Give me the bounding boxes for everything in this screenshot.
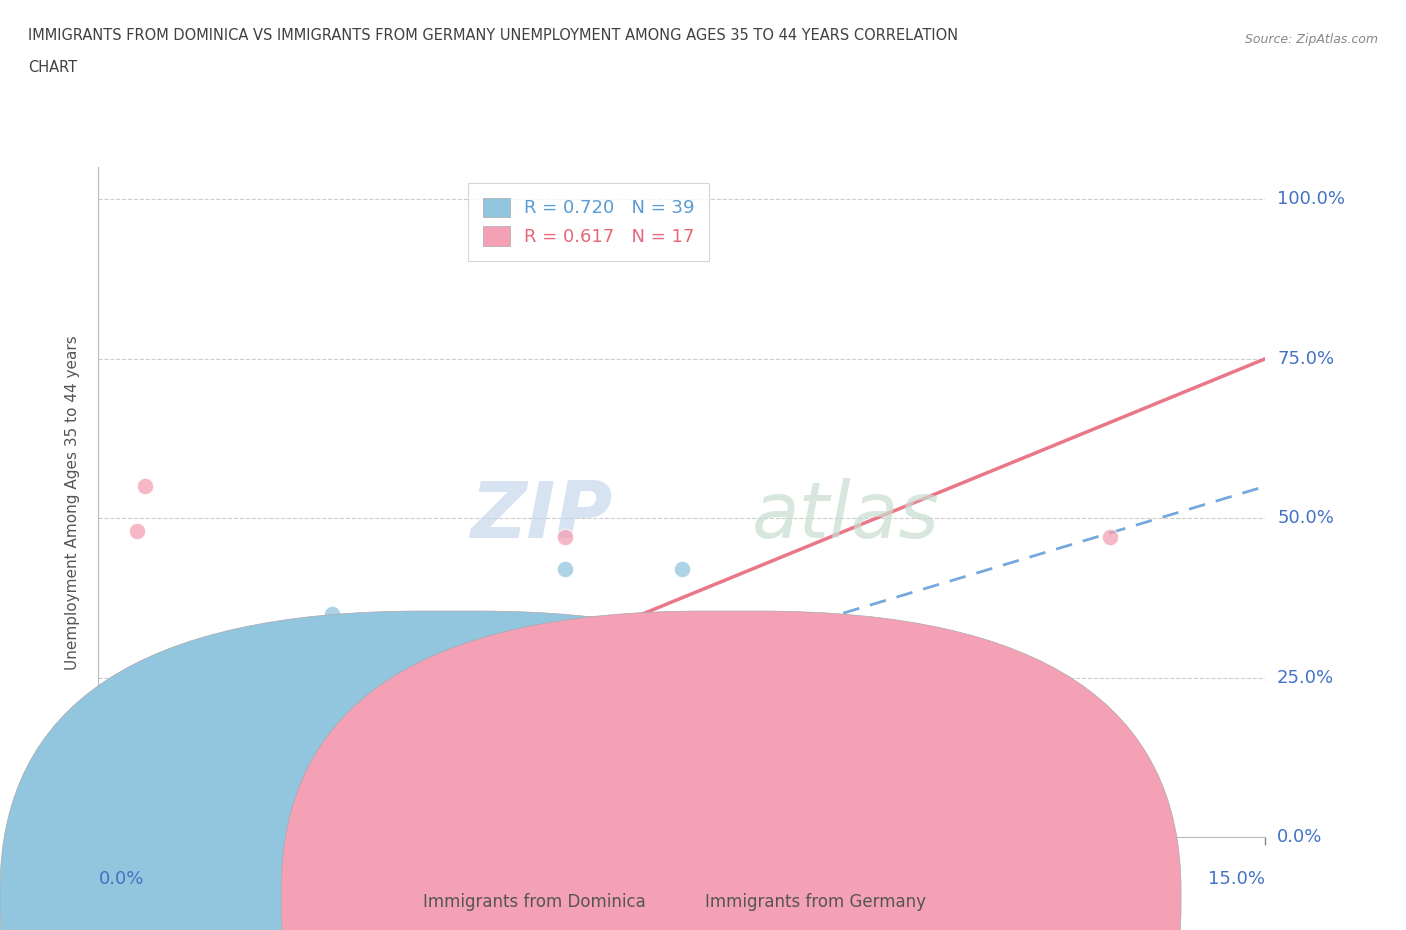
Point	[103, 791, 125, 806]
Point	[118, 778, 141, 793]
Point	[235, 715, 257, 730]
Point	[127, 524, 149, 538]
Point	[204, 651, 226, 666]
Text: 0.0%: 0.0%	[98, 870, 143, 887]
Text: Immigrants from Dominica: Immigrants from Dominica	[423, 893, 645, 910]
Point	[321, 606, 343, 621]
Point	[103, 810, 125, 825]
Point	[96, 804, 118, 819]
Point	[118, 785, 141, 800]
Point	[118, 798, 141, 813]
Point	[266, 664, 288, 679]
Point	[149, 772, 172, 787]
Text: ZIP: ZIP	[470, 478, 612, 553]
Point	[165, 778, 187, 793]
Point	[165, 702, 187, 717]
Text: 25.0%: 25.0%	[1277, 669, 1334, 686]
Point	[219, 727, 242, 742]
Point	[111, 791, 134, 806]
Point	[173, 765, 195, 780]
Point	[96, 798, 118, 813]
Point	[398, 765, 420, 780]
Point	[554, 530, 576, 545]
Point	[111, 804, 134, 819]
Point	[134, 798, 156, 813]
Point	[118, 804, 141, 819]
Point	[710, 765, 733, 780]
Point	[157, 785, 180, 800]
Point	[554, 562, 576, 577]
Point	[180, 765, 202, 780]
Point	[103, 798, 125, 813]
Point	[134, 785, 156, 800]
Point	[157, 765, 180, 780]
Text: atlas: atlas	[752, 478, 939, 553]
Point	[103, 798, 125, 813]
Point	[96, 817, 118, 831]
Point	[477, 753, 499, 768]
Point	[111, 715, 134, 730]
Point	[103, 804, 125, 819]
Text: 0.0%: 0.0%	[1277, 828, 1323, 846]
Point	[96, 785, 118, 800]
Point	[1098, 530, 1121, 545]
Point	[149, 715, 172, 730]
Y-axis label: Unemployment Among Ages 35 to 44 years: Unemployment Among Ages 35 to 44 years	[65, 335, 80, 670]
Legend: R = 0.720   N = 39, R = 0.617   N = 17: R = 0.720 N = 39, R = 0.617 N = 17	[468, 183, 709, 260]
Text: Immigrants from Germany: Immigrants from Germany	[704, 893, 927, 910]
Text: 15.0%: 15.0%	[1208, 870, 1265, 887]
Point	[290, 638, 312, 653]
Text: Source: ZipAtlas.com: Source: ZipAtlas.com	[1244, 33, 1378, 46]
Text: 100.0%: 100.0%	[1277, 191, 1346, 208]
Point	[250, 689, 273, 704]
Text: 75.0%: 75.0%	[1277, 350, 1334, 367]
Text: CHART: CHART	[28, 60, 77, 75]
Point	[188, 753, 211, 768]
Text: 50.0%: 50.0%	[1277, 509, 1334, 527]
Point	[671, 562, 693, 577]
Point	[103, 817, 125, 831]
Point	[127, 791, 149, 806]
Point	[204, 740, 226, 755]
Point	[228, 778, 250, 793]
Point	[243, 753, 266, 768]
Point	[134, 479, 156, 494]
Text: IMMIGRANTS FROM DOMINICA VS IMMIGRANTS FROM GERMANY UNEMPLOYMENT AMONG AGES 35 T: IMMIGRANTS FROM DOMINICA VS IMMIGRANTS F…	[28, 28, 959, 43]
Point	[111, 810, 134, 825]
Point	[180, 765, 202, 780]
Point	[142, 778, 165, 793]
Point	[149, 791, 172, 806]
Point	[127, 778, 149, 793]
Point	[96, 810, 118, 825]
Point	[142, 791, 165, 806]
Point	[127, 798, 149, 813]
